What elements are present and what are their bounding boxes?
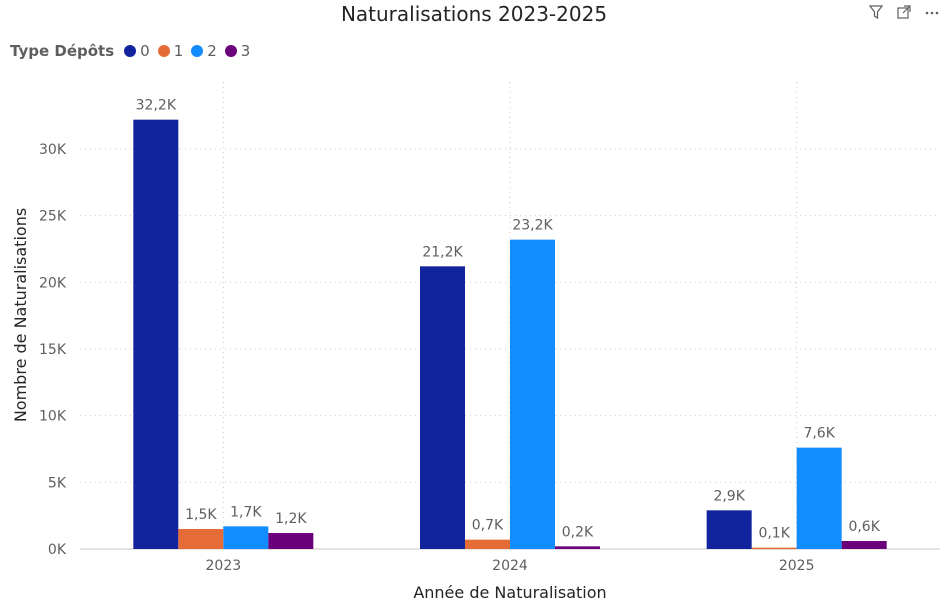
legend-label-3: 3 [240,42,251,60]
data-label: 23,2K [512,218,553,234]
bar [796,447,842,549]
legend: Type Dépôts 0 1 2 3 [10,42,258,60]
legend-item-0[interactable]: 0 [124,42,150,60]
y-tick-label: 0K [48,542,67,558]
bar [841,541,887,549]
bar [465,539,510,549]
legend-dot-3 [224,45,237,57]
data-label: 21,2K [422,244,463,260]
legend-item-3[interactable]: 3 [224,42,251,60]
bar [223,526,269,549]
data-label: 0,2K [562,524,594,540]
legend-title: Type Dépôts [10,42,115,60]
y-tick-label: 30K [39,142,67,158]
bar [510,239,555,549]
visual-header [866,2,942,22]
y-tick-label: 20K [39,275,67,291]
y-tick-label: 25K [39,209,67,225]
bar [555,546,600,549]
y-tick-label: 10K [39,409,67,425]
legend-dot-2 [191,45,204,57]
legend-dot-1 [157,45,170,57]
more-options-icon[interactable] [922,2,942,22]
legend-item-1[interactable]: 1 [157,42,184,60]
bar [178,529,224,549]
focus-mode-icon[interactable] [894,2,914,22]
data-label: 0,1K [758,526,790,542]
x-tick-label: 2023 [206,558,242,574]
bar [268,533,314,549]
data-label: 1,2K [275,511,307,527]
legend-label-0: 0 [140,42,150,60]
legend-dot-0 [124,45,137,57]
data-label: 0,6K [848,519,880,535]
x-axis-title: Année de Naturalisation [413,583,606,602]
legend-label-1: 1 [173,42,184,60]
y-tick-label: 5K [48,475,67,491]
data-label: 32,2K [136,98,177,114]
chart-title: Naturalisations 2023-2025 [340,2,608,26]
x-tick-label: 2024 [492,558,528,574]
filter-icon[interactable] [866,2,886,22]
legend-item-2[interactable]: 2 [191,42,217,60]
bar [133,119,179,550]
data-label: 1,7K [230,504,262,520]
bar [706,510,752,549]
x-tick-label: 2025 [779,558,815,574]
bar [751,547,797,550]
data-label: 2,9K [713,488,745,504]
data-label: 7,6K [803,426,835,442]
bar [420,266,465,549]
y-axis-title: Nombre de Naturalisations [11,208,30,422]
legend-label-2: 2 [207,42,217,60]
data-label: 1,5K [185,507,217,523]
data-label: 0,7K [472,518,504,534]
y-tick-label: 15K [39,342,67,358]
